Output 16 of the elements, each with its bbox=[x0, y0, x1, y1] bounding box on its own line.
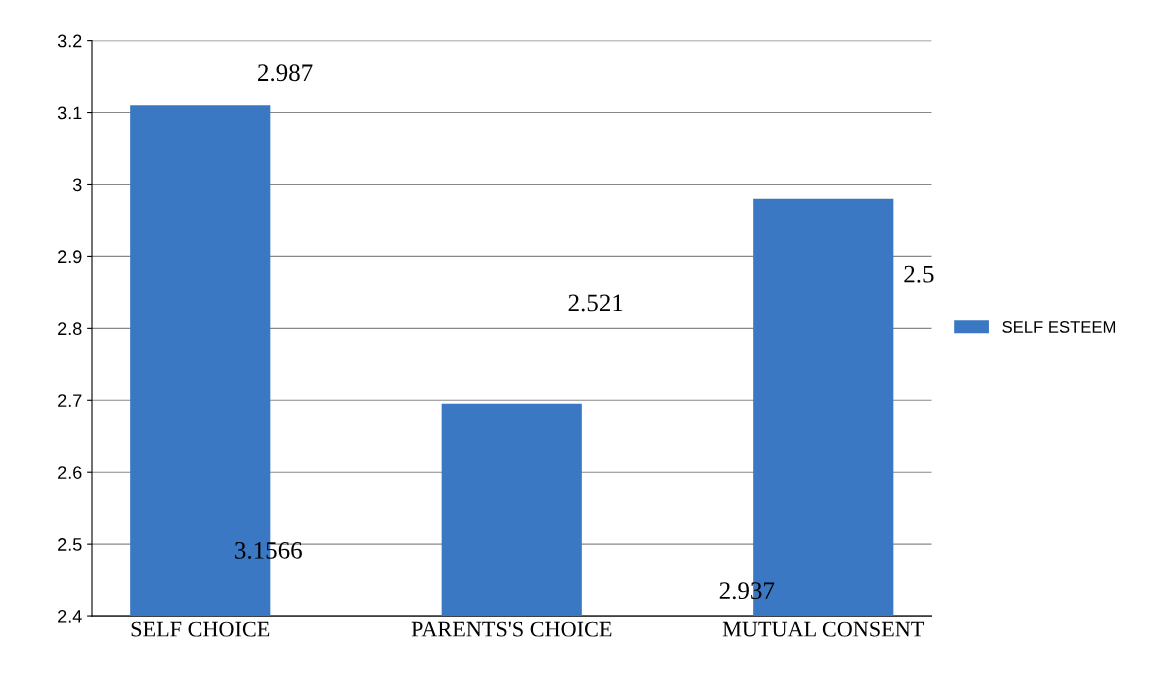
x-tick-label: PARENTS'S CHOICE bbox=[411, 621, 612, 637]
y-tick-label: 2.6 bbox=[58, 466, 82, 479]
legend-label: SELF ESTEEM bbox=[1002, 321, 1116, 333]
y-tick-label: 3.1 bbox=[57, 106, 82, 120]
annotation: 2.987 bbox=[258, 64, 313, 82]
x-tick-label: MUTUAL CONSENT bbox=[722, 621, 925, 637]
annotation: 2.521 bbox=[568, 294, 623, 312]
x-tick-label: SELF CHOICE bbox=[131, 621, 270, 637]
y-tick-label: 2.8 bbox=[58, 322, 82, 336]
y-tick-label: 2.7 bbox=[58, 394, 82, 407]
y-tick-label: 2.9 bbox=[58, 250, 82, 264]
y-tick-label: 2.4 bbox=[58, 610, 82, 623]
y-tick-label: 3.2 bbox=[57, 34, 82, 48]
y-tick-label: 3 bbox=[72, 178, 82, 192]
y-tick-label: 2.5 bbox=[58, 538, 82, 551]
annotation: 2.5 bbox=[904, 265, 934, 283]
